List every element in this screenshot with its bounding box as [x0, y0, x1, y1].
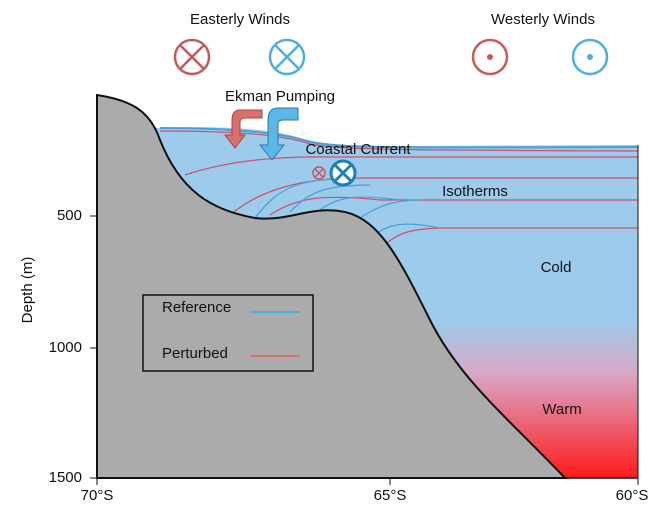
current-symbols — [312, 159, 357, 187]
coastal-label: Coastal Current — [305, 141, 411, 158]
legend-label: Perturbed — [162, 345, 228, 362]
x-tick-label: 60°S — [616, 487, 649, 504]
legend-box — [142, 294, 314, 372]
ekman-arrow-blue — [258, 107, 299, 161]
ticks — [90, 215, 639, 485]
cold-label: Cold — [541, 259, 572, 276]
x-tick-label: 65°S — [374, 487, 407, 504]
isotherms-label: Isotherms — [442, 183, 508, 200]
ekman-label: Ekman Pumping — [225, 88, 335, 105]
y-tick-label: 1500 — [49, 469, 82, 486]
easterly-label: Easterly Winds — [190, 11, 290, 28]
y-tick-label: 1000 — [49, 339, 82, 356]
x-tick-label: 70°S — [81, 487, 114, 504]
warm-label: Warm — [542, 401, 581, 418]
land — [96, 93, 568, 479]
wind-symbols — [173, 38, 609, 76]
legend-label: Reference — [162, 299, 231, 316]
y-tick-label: 500 — [57, 207, 82, 224]
y-axis-label: Depth (m) — [19, 257, 36, 324]
westerly-label: Westerly Winds — [491, 11, 595, 28]
ekman-arrow-red — [223, 109, 263, 149]
